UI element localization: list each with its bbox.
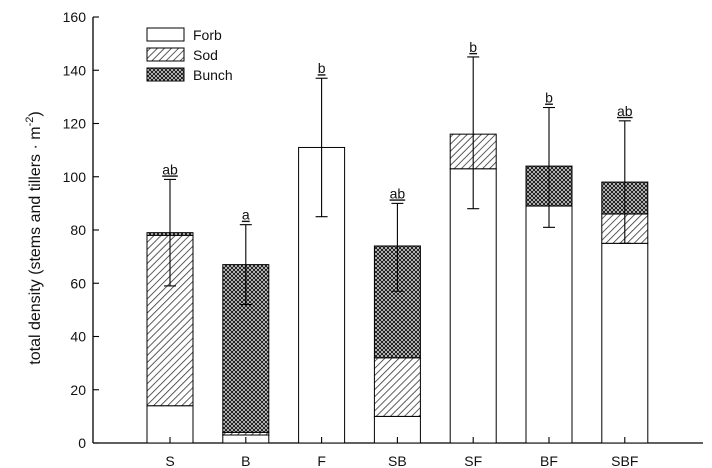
y-axis-label-close: ) [27, 111, 44, 116]
x-tick-label: F [317, 453, 326, 468]
legend-label-sod: Sod [193, 47, 218, 63]
bar-segment-sod [373, 357, 421, 417]
y-tick-label: 100 [63, 169, 87, 185]
y-tick-label: 60 [70, 275, 86, 291]
bar-segment-forb [449, 168, 497, 444]
significance-label: ab [390, 185, 406, 201]
y-axis-label: total density (stems and tillers · m-2) [24, 111, 44, 364]
bar-segment-forb [601, 242, 649, 444]
plot-area: 0 20 40 60 80 100 120 140 160 ab Sa Bb Fab SB b SF b BF ab… [63, 9, 703, 468]
bar-segment-forb [525, 205, 573, 444]
legend-label-bunch: Bunch [193, 67, 233, 83]
legend-swatch-sod [146, 47, 185, 62]
x-tick-label: SF [464, 453, 482, 468]
y-axis-label-main: total density (stems and tillers · m [27, 126, 44, 364]
x-tick-label: SB [388, 453, 407, 468]
x-tick-label: B [241, 453, 250, 468]
y-tick-label: 40 [70, 329, 86, 345]
significance-label: ab [162, 161, 178, 177]
bar-segment-forb [146, 405, 194, 444]
y-tick-label: 140 [63, 62, 87, 78]
significance-label: b [469, 39, 477, 55]
y-tick-label: 80 [70, 222, 86, 238]
significance-label: b [318, 60, 326, 76]
legend-swatch-forb [146, 27, 185, 42]
x-tick-label: BF [540, 453, 558, 468]
legend-label-forb: Forb [193, 27, 222, 43]
significance-label: a [242, 207, 250, 223]
legend-swatch-bunch [146, 67, 185, 82]
y-tick-label: 120 [63, 116, 87, 132]
significance-label: ab [617, 103, 633, 119]
y-tick-label: 160 [63, 9, 87, 25]
x-tick-label: SBF [611, 453, 638, 468]
x-tick-label: S [165, 453, 174, 468]
y-tick-label: 20 [70, 382, 86, 398]
significance-label: b [545, 90, 553, 106]
y-tick-label: 0 [78, 435, 86, 451]
y-axis-label-superscript: -2 [24, 117, 36, 127]
